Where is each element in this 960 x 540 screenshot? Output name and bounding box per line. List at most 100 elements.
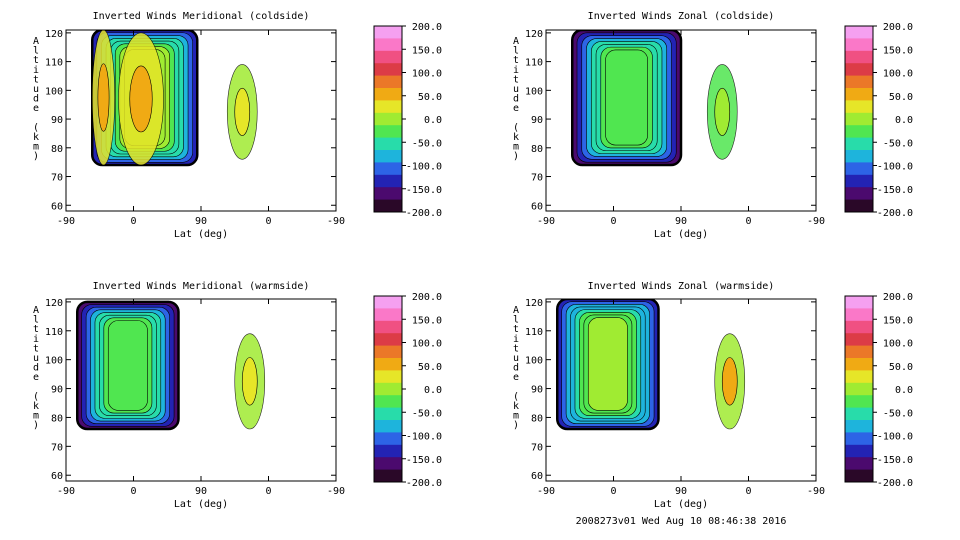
colorbar-swatch: [845, 150, 873, 163]
chart-title: Inverted Winds Meridional (warmside): [93, 281, 310, 292]
colorbar-label: 0.0: [424, 385, 442, 396]
colorbar-label: -150.0: [877, 455, 913, 466]
colorbar-swatch: [845, 469, 873, 483]
contour-region: [234, 87, 251, 136]
colorbar-label: 0.0: [895, 115, 913, 126]
x-axis-label: Lat (deg): [174, 499, 228, 510]
chart-title: Inverted Winds Zonal (warmside): [588, 281, 775, 292]
colorbar-swatch: [845, 125, 873, 139]
colorbar-swatch: [845, 320, 873, 334]
colorbar-label: 200.0: [883, 292, 913, 303]
colorbar-swatch: [845, 457, 873, 471]
colorbar-swatch: [374, 50, 402, 64]
x-tick-label: 0: [130, 486, 136, 497]
colorbar-swatch: [845, 174, 873, 188]
colorbar-label: 0.0: [424, 115, 442, 126]
contour-region: [107, 320, 148, 411]
footer-timestamp: 2008273v01 Wed Aug 10 08:46:38 2016: [576, 516, 787, 527]
y-tick-label: 120: [525, 298, 543, 309]
colorbar: 200.0 150.0 100.0 50.0 0.0 -50.0 -100.0 -150.0 -…: [373, 22, 442, 219]
colorbar-swatch: [845, 112, 873, 126]
colorbar-swatch: [845, 308, 873, 322]
colorbar-label: -150.0: [406, 185, 442, 196]
y-tick-label: 120: [45, 298, 63, 309]
y-tick-label: 70: [51, 442, 63, 453]
y-tick-label: 90: [51, 385, 63, 396]
y-tick-label: 110: [45, 327, 63, 338]
colorbar-label: 50.0: [418, 92, 442, 103]
colorbar-swatch: [374, 457, 402, 471]
colorbar-swatch: [374, 125, 402, 139]
colorbar-label: -100.0: [877, 432, 913, 443]
colorbar-label: 100.0: [412, 339, 442, 350]
colorbar-label: 0.0: [895, 385, 913, 396]
colorbar-label: 50.0: [889, 92, 913, 103]
chart-panel-1: Inverted Winds Meridional (coldside) 60 70…: [33, 11, 442, 240]
y-tick-label: 100: [45, 86, 63, 97]
x-tick-label: 90: [675, 216, 687, 227]
x-tick-label: 0: [130, 216, 136, 227]
colorbar-label: -50.0: [412, 408, 442, 419]
colorbar-label: 100.0: [883, 69, 913, 80]
colorbar-label: 150.0: [883, 315, 913, 326]
colorbar: 200.0 150.0 100.0 50.0 0.0 -50.0 -100.0 -150.0 -…: [844, 22, 913, 219]
x-tick-label: -90: [57, 216, 75, 227]
colorbar-swatch: [374, 199, 402, 213]
colorbar-label: -100.0: [406, 162, 442, 173]
x-tick-label: -90: [807, 486, 825, 497]
chart-title: Inverted Winds Meridional (coldside): [93, 11, 310, 22]
colorbar-label: -200.0: [406, 208, 442, 219]
x-tick-label: -90: [57, 486, 75, 497]
x-tick-label: -90: [537, 216, 555, 227]
colorbar-swatch: [374, 75, 402, 89]
colorbar: 200.0 150.0 100.0 50.0 0.0 -50.0 -100.0 -150.0 -…: [844, 292, 913, 489]
colorbar-swatch: [845, 199, 873, 213]
colorbar-label: 100.0: [412, 69, 442, 80]
colorbar-swatch: [845, 358, 873, 371]
colorbar-swatch: [845, 395, 873, 409]
colorbar-label: -50.0: [412, 138, 442, 149]
colorbar-label: -200.0: [406, 478, 442, 489]
colorbar-swatch: [845, 333, 873, 347]
colorbar-label: 200.0: [412, 22, 442, 33]
contour-region: [721, 357, 738, 406]
colorbar-swatch: [845, 187, 873, 201]
colorbar-swatch: [374, 395, 402, 409]
chart-panel-4: Inverted Winds Zonal (warmside) 60 70 80 90 1…: [513, 281, 913, 510]
colorbar-swatch: [374, 358, 402, 371]
colorbar-swatch: [374, 320, 402, 334]
plot-area: [76, 300, 266, 431]
colorbar-swatch: [374, 26, 402, 39]
y-tick-label: 100: [525, 356, 543, 367]
colorbar-swatch: [845, 382, 873, 396]
colorbar-swatch: [374, 174, 402, 188]
x-tick-label: -90: [327, 216, 345, 227]
colorbar-swatch: [374, 345, 402, 359]
x-tick-label: 0: [265, 486, 271, 497]
colorbar-swatch: [845, 432, 873, 446]
x-tick-label: 0: [610, 486, 616, 497]
colorbar-swatch: [374, 88, 402, 101]
colorbar-swatch: [845, 137, 873, 151]
plot-area: [556, 299, 746, 431]
y-tick-label: 80: [51, 413, 63, 424]
colorbar-label: -50.0: [883, 138, 913, 149]
y-tick-label: 80: [531, 413, 543, 424]
colorbar-label: 50.0: [889, 362, 913, 373]
x-tick-label: -90: [807, 216, 825, 227]
colorbar-swatch: [845, 444, 873, 458]
colorbar-swatch: [845, 100, 873, 114]
y-tick-label: 90: [531, 385, 543, 396]
y-tick-label: 110: [525, 327, 543, 338]
colorbar-swatch: [845, 75, 873, 89]
colorbar-swatch: [845, 370, 873, 384]
colorbar-swatch: [374, 407, 402, 421]
colorbar-swatch: [845, 50, 873, 64]
colorbar-label: 100.0: [883, 339, 913, 350]
colorbar-label: -150.0: [406, 455, 442, 466]
contour-region: [241, 357, 258, 406]
colorbar-swatch: [374, 382, 402, 396]
contour-region: [605, 49, 648, 146]
